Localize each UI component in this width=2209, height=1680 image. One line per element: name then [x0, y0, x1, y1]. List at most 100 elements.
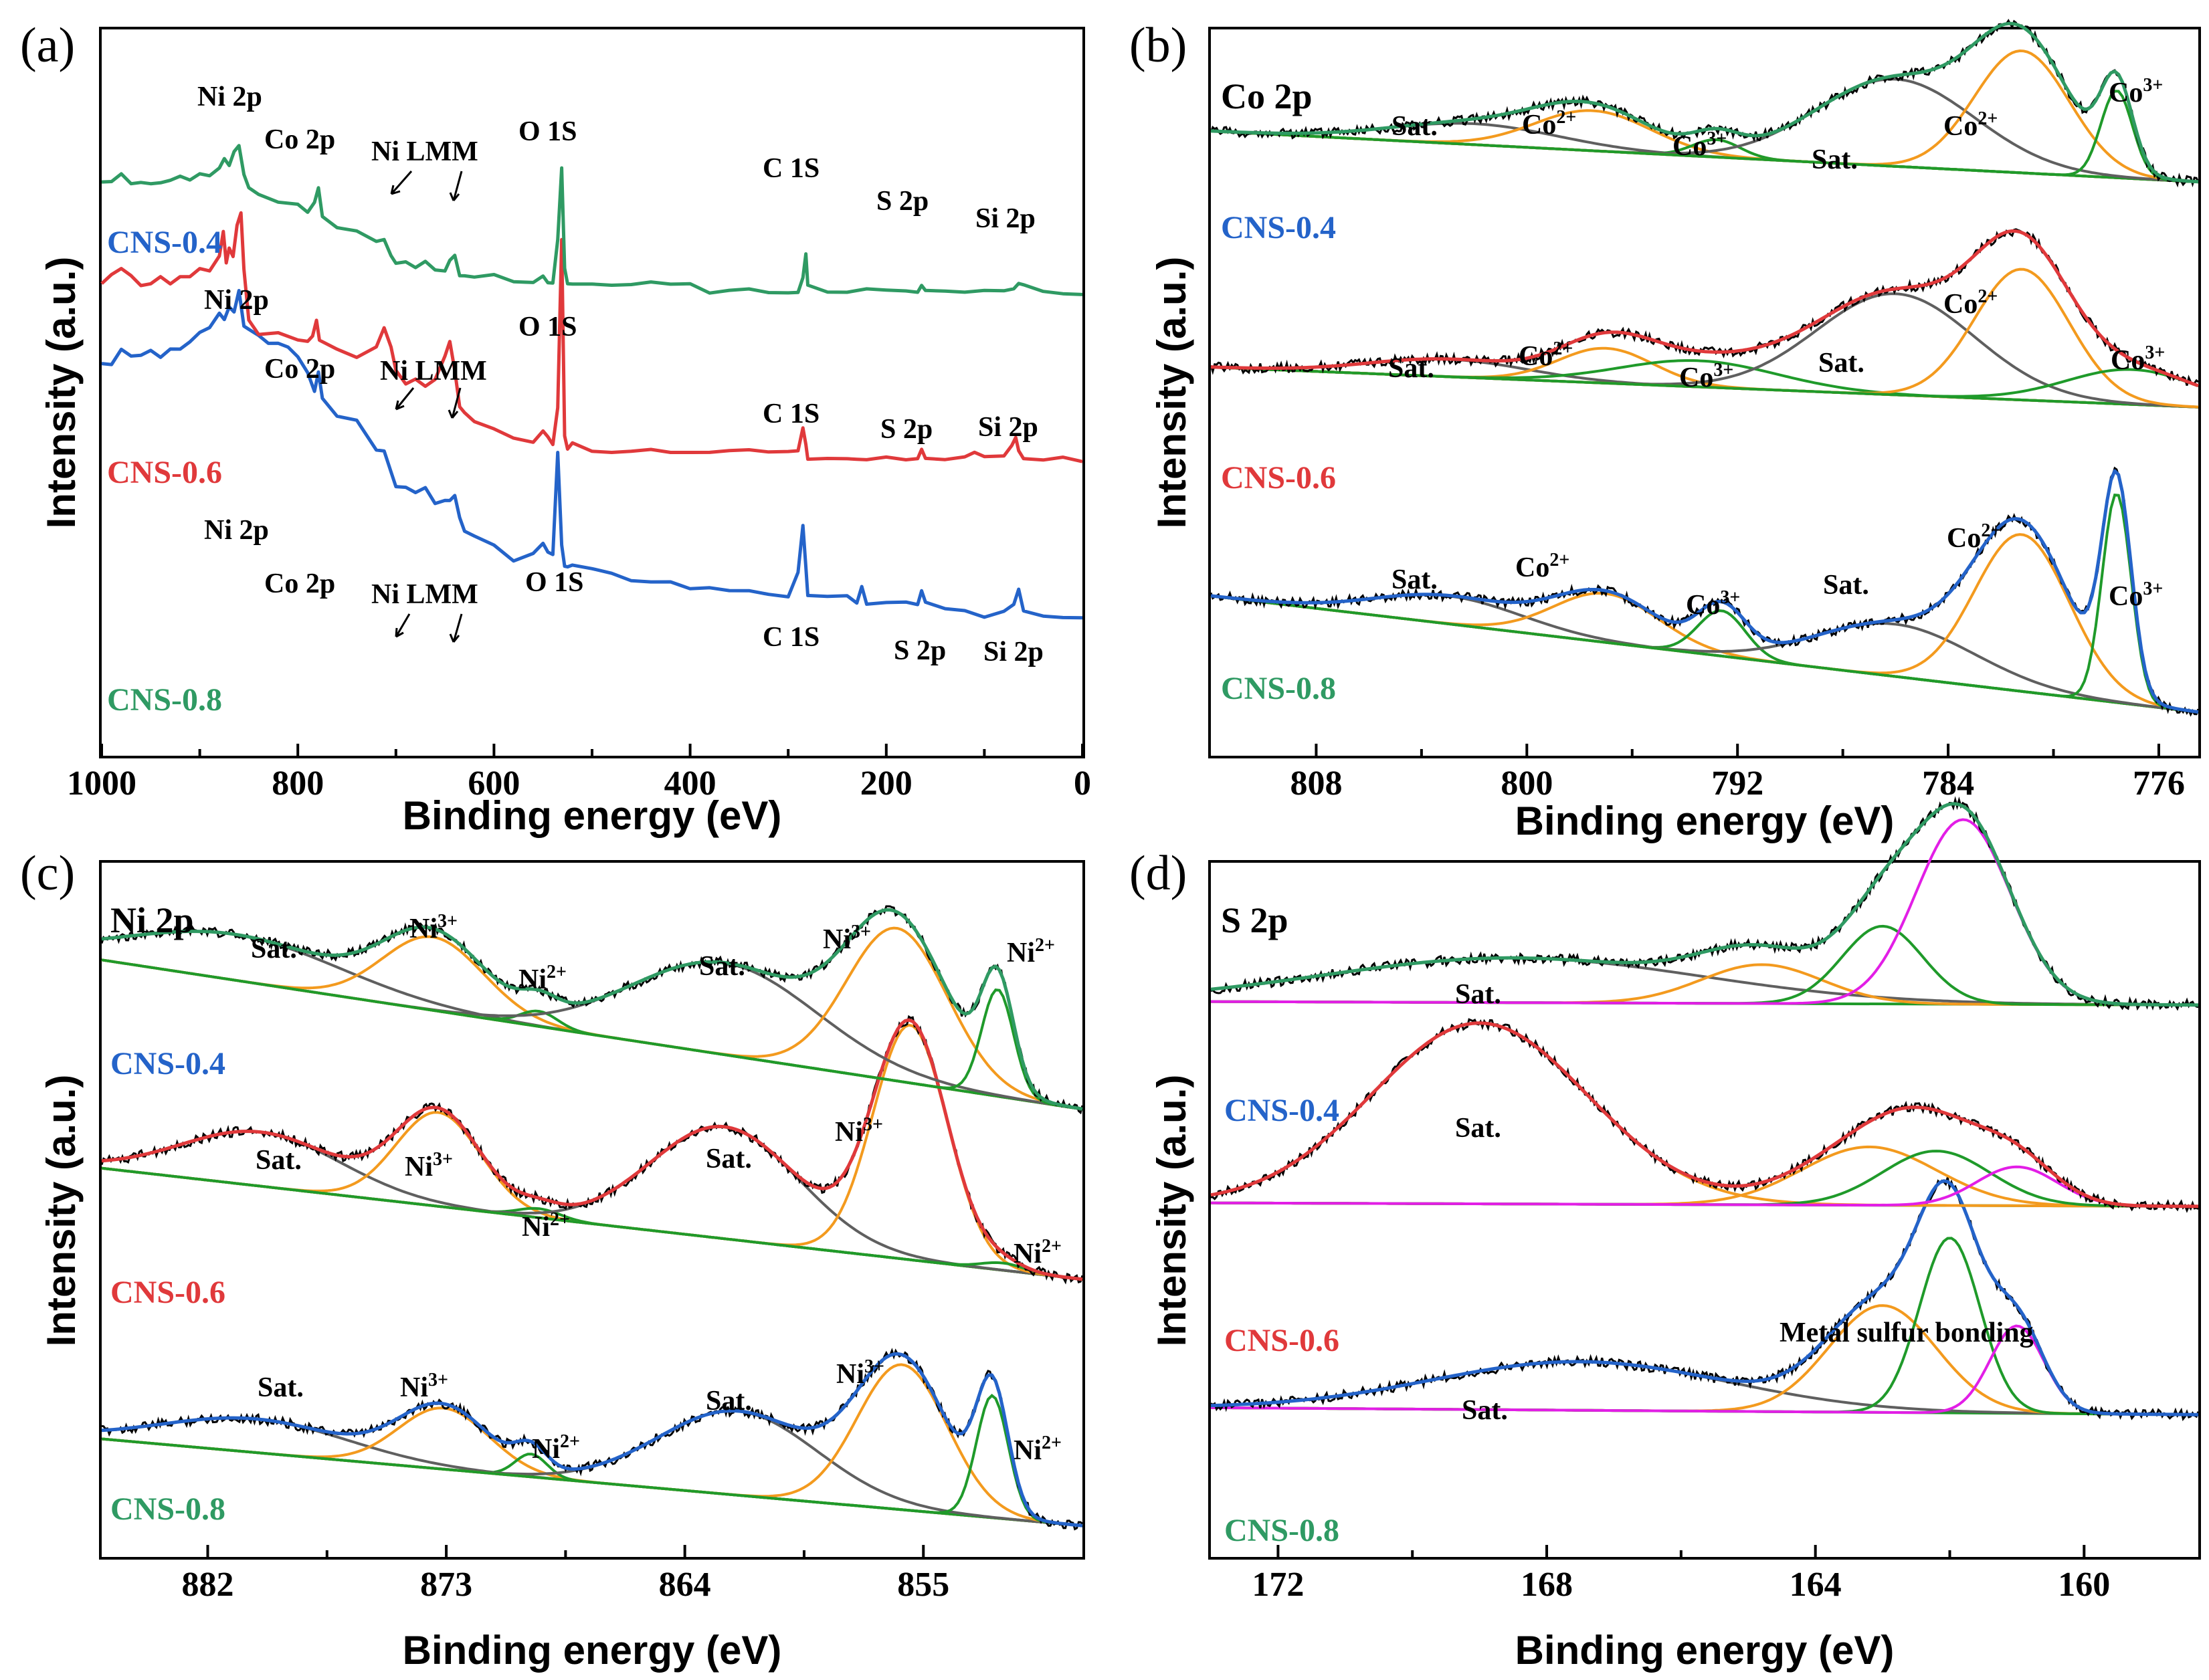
- annot-c-08-ni2-1: Ni2+: [532, 1431, 580, 1465]
- arrow-a-06-nilmm-1: [395, 387, 415, 411]
- fit-component-CNS-0.4-2: [1210, 1237, 2198, 1416]
- panel-a-xlabel: Binding energy (eV): [403, 793, 782, 838]
- annot-c-04-sat-2: Sat.: [699, 951, 745, 982]
- annot-c-08-ni2-2: Ni2+: [1014, 1433, 1062, 1466]
- fit-envelope-CNS-0.4: [1210, 1179, 2198, 1416]
- survey-line-CNS-0.4: [101, 289, 1083, 620]
- annot-b-06-co3-1: Co3+: [1679, 360, 1733, 393]
- fit-component-CNS-0.4-5: [101, 1394, 1083, 1528]
- annot-d-04-sat: Sat.: [1455, 979, 1501, 1010]
- panel-a-letter: (a): [20, 18, 75, 73]
- fit-component-CNS-0.4-3: [1210, 1324, 2198, 1416]
- annot-b-08-co2-1: Co2+: [1515, 550, 1569, 583]
- panel-c-letter: (c): [20, 846, 75, 901]
- panel-d-letter: (d): [1129, 846, 1187, 901]
- panel-d-ylabel: Intensity (a.u.): [1149, 1075, 1194, 1347]
- x-tick-label: 400: [664, 764, 716, 803]
- fit-component-CNS-0.6-5: [1210, 366, 2199, 398]
- x-tick-label: 882: [181, 1566, 233, 1604]
- x-tick-label: 808: [1290, 764, 1342, 803]
- annot-a-04-si2p: Si 2p: [975, 203, 1036, 234]
- fit-component-CNS-0.6-0: [101, 1130, 1083, 1281]
- annot-c-04-ni2-1: Ni2+: [518, 962, 567, 995]
- annot-a-06-o1s: O 1S: [518, 312, 577, 342]
- fit-component-CNS-0.4-5: [1210, 493, 2199, 714]
- panel-b-series-label-cns-0.8: CNS-0.8: [1221, 671, 1336, 706]
- panel-c-x-ticks: 882 873 864 855: [181, 1545, 949, 1604]
- annot-a-08-ni2p: Ni 2p: [204, 515, 269, 546]
- annot-c-08-sat-2: Sat.: [706, 1386, 752, 1416]
- annot-c-06-sat-2: Sat.: [706, 1144, 752, 1174]
- raw-data-CNS-0.4: [1210, 1177, 2200, 1421]
- annot-c-04-ni3-2: Ni3+: [823, 922, 871, 955]
- annot-c-06-ni2-2: Ni2+: [1014, 1236, 1062, 1269]
- fit-component-CNS-0.8-0: [101, 930, 1083, 1111]
- arrow-a-04-nilmm-1: [390, 171, 413, 195]
- fit-envelope-CNS-0.4: [101, 1352, 1083, 1528]
- panel-b-series-label-cns-0.6: CNS-0.6: [1221, 460, 1336, 496]
- annot-c-08-ni3-2: Ni3+: [836, 1356, 884, 1390]
- annot-a-08-si2p: Si 2p: [983, 637, 1044, 667]
- panel-c-xlabel: Binding energy (eV): [403, 1628, 782, 1673]
- arrow-a-08-nilmm-1: [395, 613, 411, 638]
- fit-component-CNS-0.6-3: [1211, 1165, 2198, 1208]
- fit-envelope-CNS-0.8: [101, 908, 1083, 1111]
- panel-b-letter: (b): [1129, 18, 1187, 73]
- panel-a-series-label-cns-0.4: CNS-0.4: [107, 225, 222, 260]
- x-tick-label: 164: [1790, 1566, 1842, 1604]
- panel-d-s2p: (d) 172 168 164 160 Binding energy (eV) Int…: [1129, 796, 2201, 1673]
- annot-b-04-sat-2: Sat.: [1812, 144, 1858, 175]
- annot-a-08-co2p: Co 2p: [264, 568, 335, 599]
- fit-envelope-CNS-0.8: [1210, 21, 2199, 184]
- fit-component-CNS-0.8-2: [1211, 924, 2198, 1007]
- annot-b-06-co2-2: Co2+: [1943, 286, 1998, 320]
- annot-b-08-co2-2: Co2+: [1947, 520, 2001, 554]
- panel-d-series-label-cns-0.8: CNS-0.8: [1224, 1513, 1339, 1548]
- annot-b-04-co2-1: Co2+: [1522, 107, 1576, 140]
- panel-d-series-label-cns-0.6: CNS-0.6: [1224, 1323, 1339, 1358]
- annot-a-06-si2p: Si 2p: [978, 412, 1038, 443]
- x-tick-label: 792: [1711, 764, 1763, 803]
- annot-c-06-ni2-1: Ni2+: [522, 1209, 570, 1243]
- x-tick-label: 0: [1074, 764, 1091, 803]
- fit-component-CNS-0.8-5: [101, 958, 1083, 1111]
- panel-b-x-ticks: 808 800 792 784 776: [1290, 744, 2185, 803]
- raw-data-CNS-0.6: [100, 1015, 1084, 1285]
- panel-c-title: Ni 2p: [110, 900, 194, 940]
- annot-a-04-c1s: C 1S: [763, 153, 820, 184]
- annot-b-06-co2-1: Co2+: [1519, 338, 1573, 372]
- panel-b-plot: [1210, 19, 2200, 717]
- panel-b-series-label-cns-0.4: CNS-0.4: [1221, 210, 1336, 245]
- panel-d-series-label-cns-0.4: CNS-0.4: [1224, 1093, 1339, 1128]
- panel-c-series-label-cns-0.8: CNS-0.8: [110, 1491, 225, 1527]
- panel-a-series-label-cns-0.6: CNS-0.6: [107, 455, 222, 490]
- annot-b-08-sat-2: Sat.: [1823, 570, 1869, 601]
- x-tick-label: 800: [1501, 764, 1553, 803]
- annot-c-04-sat-1: Sat.: [251, 934, 297, 964]
- panel-a-frame: [99, 27, 1085, 758]
- panel-c-ni2p: (c) 882 873 864 855 Binding energy (eV) Int…: [20, 846, 1085, 1673]
- fit-component-CNS-0.6-5: [101, 1166, 1083, 1281]
- fit-component-CNS-0.6-4: [101, 1023, 1083, 1281]
- panel-b-frame: [1208, 27, 2201, 758]
- arrow-a-08-nilmm-2: [449, 613, 463, 643]
- annot-a-06-ni2p: Ni 2p: [204, 285, 269, 316]
- x-tick-label: 864: [659, 1566, 711, 1604]
- fit-component-CNS-0.4-1: [1210, 1304, 2198, 1416]
- panel-c-frame: [99, 860, 1085, 1560]
- panel-a-survey: (a) 1000 800 600 400 200 0 Binding energy (eV…: [20, 18, 1091, 838]
- annot-c-08-sat-1: Sat.: [258, 1372, 304, 1403]
- raw-data-CNS-0.4: [101, 1348, 1083, 1531]
- panel-a-ylabel: Intensity (a.u.): [39, 257, 84, 529]
- survey-line-CNS-0.8: [101, 144, 1083, 296]
- annot-b-08-co3-1: Co3+: [1686, 587, 1740, 621]
- x-tick-label: 200: [860, 764, 913, 803]
- panel-c-series-label-cns-0.6: CNS-0.6: [110, 1275, 225, 1310]
- panel-d-frame: [1208, 860, 2201, 1560]
- annot-a-04-s2p: S 2p: [876, 186, 929, 217]
- fit-component-CNS-0.8-4: [101, 926, 1083, 1111]
- annot-c-04-ni2-2: Ni2+: [1007, 935, 1055, 968]
- annot-c-06-ni3-2: Ni3+: [835, 1114, 883, 1148]
- x-tick-label: 800: [272, 764, 324, 803]
